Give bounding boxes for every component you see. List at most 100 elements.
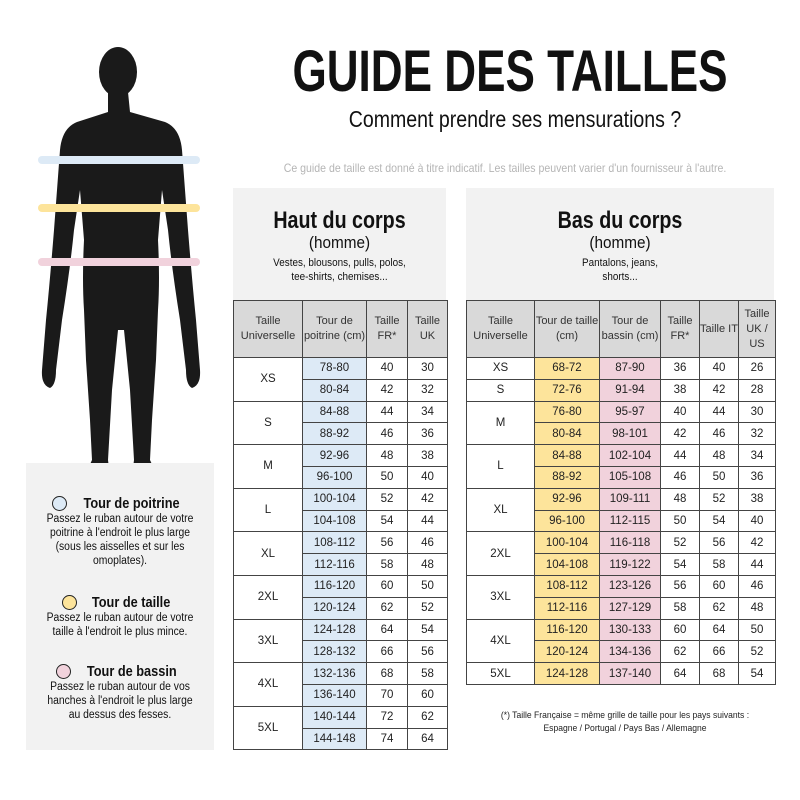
- size-cell: XS: [233, 357, 303, 402]
- value-cell: 50: [738, 618, 776, 642]
- table-row: 3XL 124-128 64 54: [233, 618, 448, 664]
- value-cell: 68-72: [534, 357, 600, 380]
- legend-waist-text: Passez le ruban autour de votre taille à…: [46, 612, 194, 638]
- table-row: 4XL 116-120 130-133 60 64 50: [466, 618, 776, 664]
- value-cell: 54: [366, 509, 408, 533]
- value-cell: 95-97: [599, 400, 661, 424]
- column-header: Tour de bassin (cm): [599, 300, 661, 358]
- table-row: XS 68-72 87-90 36 40 26: [466, 357, 776, 380]
- disclaimer-text: Ce guide de taille est donné à titre ind…: [283, 161, 727, 175]
- value-cell: 62: [699, 596, 739, 620]
- table-row: 5XL 140-144 72 62: [233, 705, 448, 751]
- value-cell: 34: [407, 400, 448, 424]
- table-row: 112-116 58 48: [234, 553, 448, 576]
- circle-pink-icon: [55, 664, 71, 679]
- size-cell: 4XL: [466, 618, 535, 664]
- hips-band: [38, 258, 200, 266]
- value-cell: 64: [660, 662, 700, 685]
- value-cell: 66: [366, 640, 408, 664]
- value-cell: 40: [366, 357, 408, 380]
- table-row: 80-84 98-101 42 46 32: [467, 422, 776, 446]
- size-cell: L: [233, 487, 303, 533]
- table-row: S 84-88 44 34: [233, 400, 448, 446]
- value-cell: 105-108: [599, 465, 661, 489]
- value-cell: 40: [660, 400, 700, 424]
- upper-title: Haut du corps: [273, 207, 406, 234]
- value-cell: 52: [366, 487, 408, 511]
- size-cell: 5XL: [233, 705, 303, 751]
- value-cell: 42: [660, 422, 700, 446]
- legend-chest-title: Tour de poitrine: [83, 495, 180, 512]
- table-row: XL 108-112 56 46: [233, 531, 448, 576]
- value-cell: 38: [660, 378, 700, 402]
- column-header: Tour de taille (cm): [534, 300, 600, 358]
- value-cell: 28: [738, 378, 776, 402]
- value-cell: 56: [366, 531, 408, 555]
- measurement-legend: Tour de poitrine Passez le ruban autour …: [26, 463, 214, 750]
- value-cell: 58: [699, 553, 739, 576]
- upper-subtitle: (homme): [308, 233, 371, 252]
- value-cell: 80-84: [534, 422, 600, 446]
- value-cell: 109-111: [599, 487, 661, 511]
- size-cell: XL: [233, 531, 303, 576]
- circle-blue-icon: [51, 496, 67, 511]
- value-cell: 84-88: [534, 444, 600, 467]
- value-cell: 36: [660, 357, 700, 380]
- value-cell: 104-108: [302, 509, 367, 533]
- value-cell: 120-124: [302, 596, 367, 620]
- value-cell: 96-100: [302, 465, 367, 489]
- value-cell: 100-104: [302, 487, 367, 511]
- column-header: Taille UK: [407, 300, 448, 358]
- value-cell: 58: [366, 553, 408, 576]
- size-cell: XS: [466, 357, 535, 380]
- value-cell: 112-116: [302, 553, 367, 576]
- page-title: GUIDE DES TAILLES: [292, 39, 728, 104]
- value-cell: 124-128: [534, 662, 600, 685]
- lower-title: Bas du corps: [557, 207, 683, 234]
- size-cell: 3XL: [466, 574, 535, 620]
- value-cell: 50: [366, 465, 408, 489]
- value-cell: 42: [738, 531, 776, 555]
- value-cell: 46: [366, 422, 408, 446]
- legend-hips-text: Passez le ruban autour de vos hanches à …: [47, 681, 193, 721]
- column-header: Tour de poitrine (cm): [302, 300, 367, 358]
- footnote-line-2: Espagne / Portugal / Pays Bas / Allemagn…: [543, 723, 707, 734]
- table-row: 5XL 124-128 137-140 64 68 54: [466, 662, 776, 685]
- value-cell: 32: [407, 378, 448, 402]
- value-cell: 100-104: [534, 531, 600, 555]
- column-header: Taille Universelle: [466, 300, 535, 358]
- column-header: Taille UK / US: [738, 300, 776, 358]
- value-cell: 42: [699, 378, 739, 402]
- size-cell: S: [233, 400, 303, 446]
- value-cell: 52: [407, 596, 448, 620]
- value-cell: 88-92: [302, 422, 367, 446]
- value-cell: 108-112: [302, 531, 367, 555]
- table-row: 112-116 127-129 58 62 48: [467, 596, 776, 620]
- value-cell: 44: [699, 400, 739, 424]
- value-cell: 50: [699, 465, 739, 489]
- value-cell: 52: [699, 487, 739, 511]
- table-row: 4XL 132-136 68 58: [233, 662, 448, 707]
- value-cell: 137-140: [599, 662, 661, 685]
- column-header: Taille Universelle: [233, 300, 303, 358]
- value-cell: 120-124: [534, 640, 600, 664]
- table-row: L 100-104 52 42: [233, 487, 448, 533]
- column-header: Taille FR*: [660, 300, 700, 358]
- value-cell: 92-96: [534, 487, 600, 511]
- value-cell: 56: [699, 531, 739, 555]
- value-cell: 128-132: [302, 640, 367, 664]
- value-cell: 54: [407, 618, 448, 642]
- legend-hips-title: Tour de bassin: [86, 663, 177, 680]
- size-cell: 2XL: [466, 531, 535, 576]
- value-cell: 54: [699, 509, 739, 533]
- value-cell: 60: [366, 574, 408, 598]
- value-cell: 60: [407, 683, 448, 707]
- value-cell: 68: [366, 662, 408, 685]
- value-cell: 52: [738, 640, 776, 664]
- size-cell: 4XL: [233, 662, 303, 707]
- legend-waist-title: Tour de taille: [92, 594, 171, 611]
- lower-subtitle: (homme): [589, 233, 651, 252]
- value-cell: 78-80: [302, 357, 367, 380]
- value-cell: 44: [366, 400, 408, 424]
- table-row: 144-148 74 64: [234, 727, 448, 751]
